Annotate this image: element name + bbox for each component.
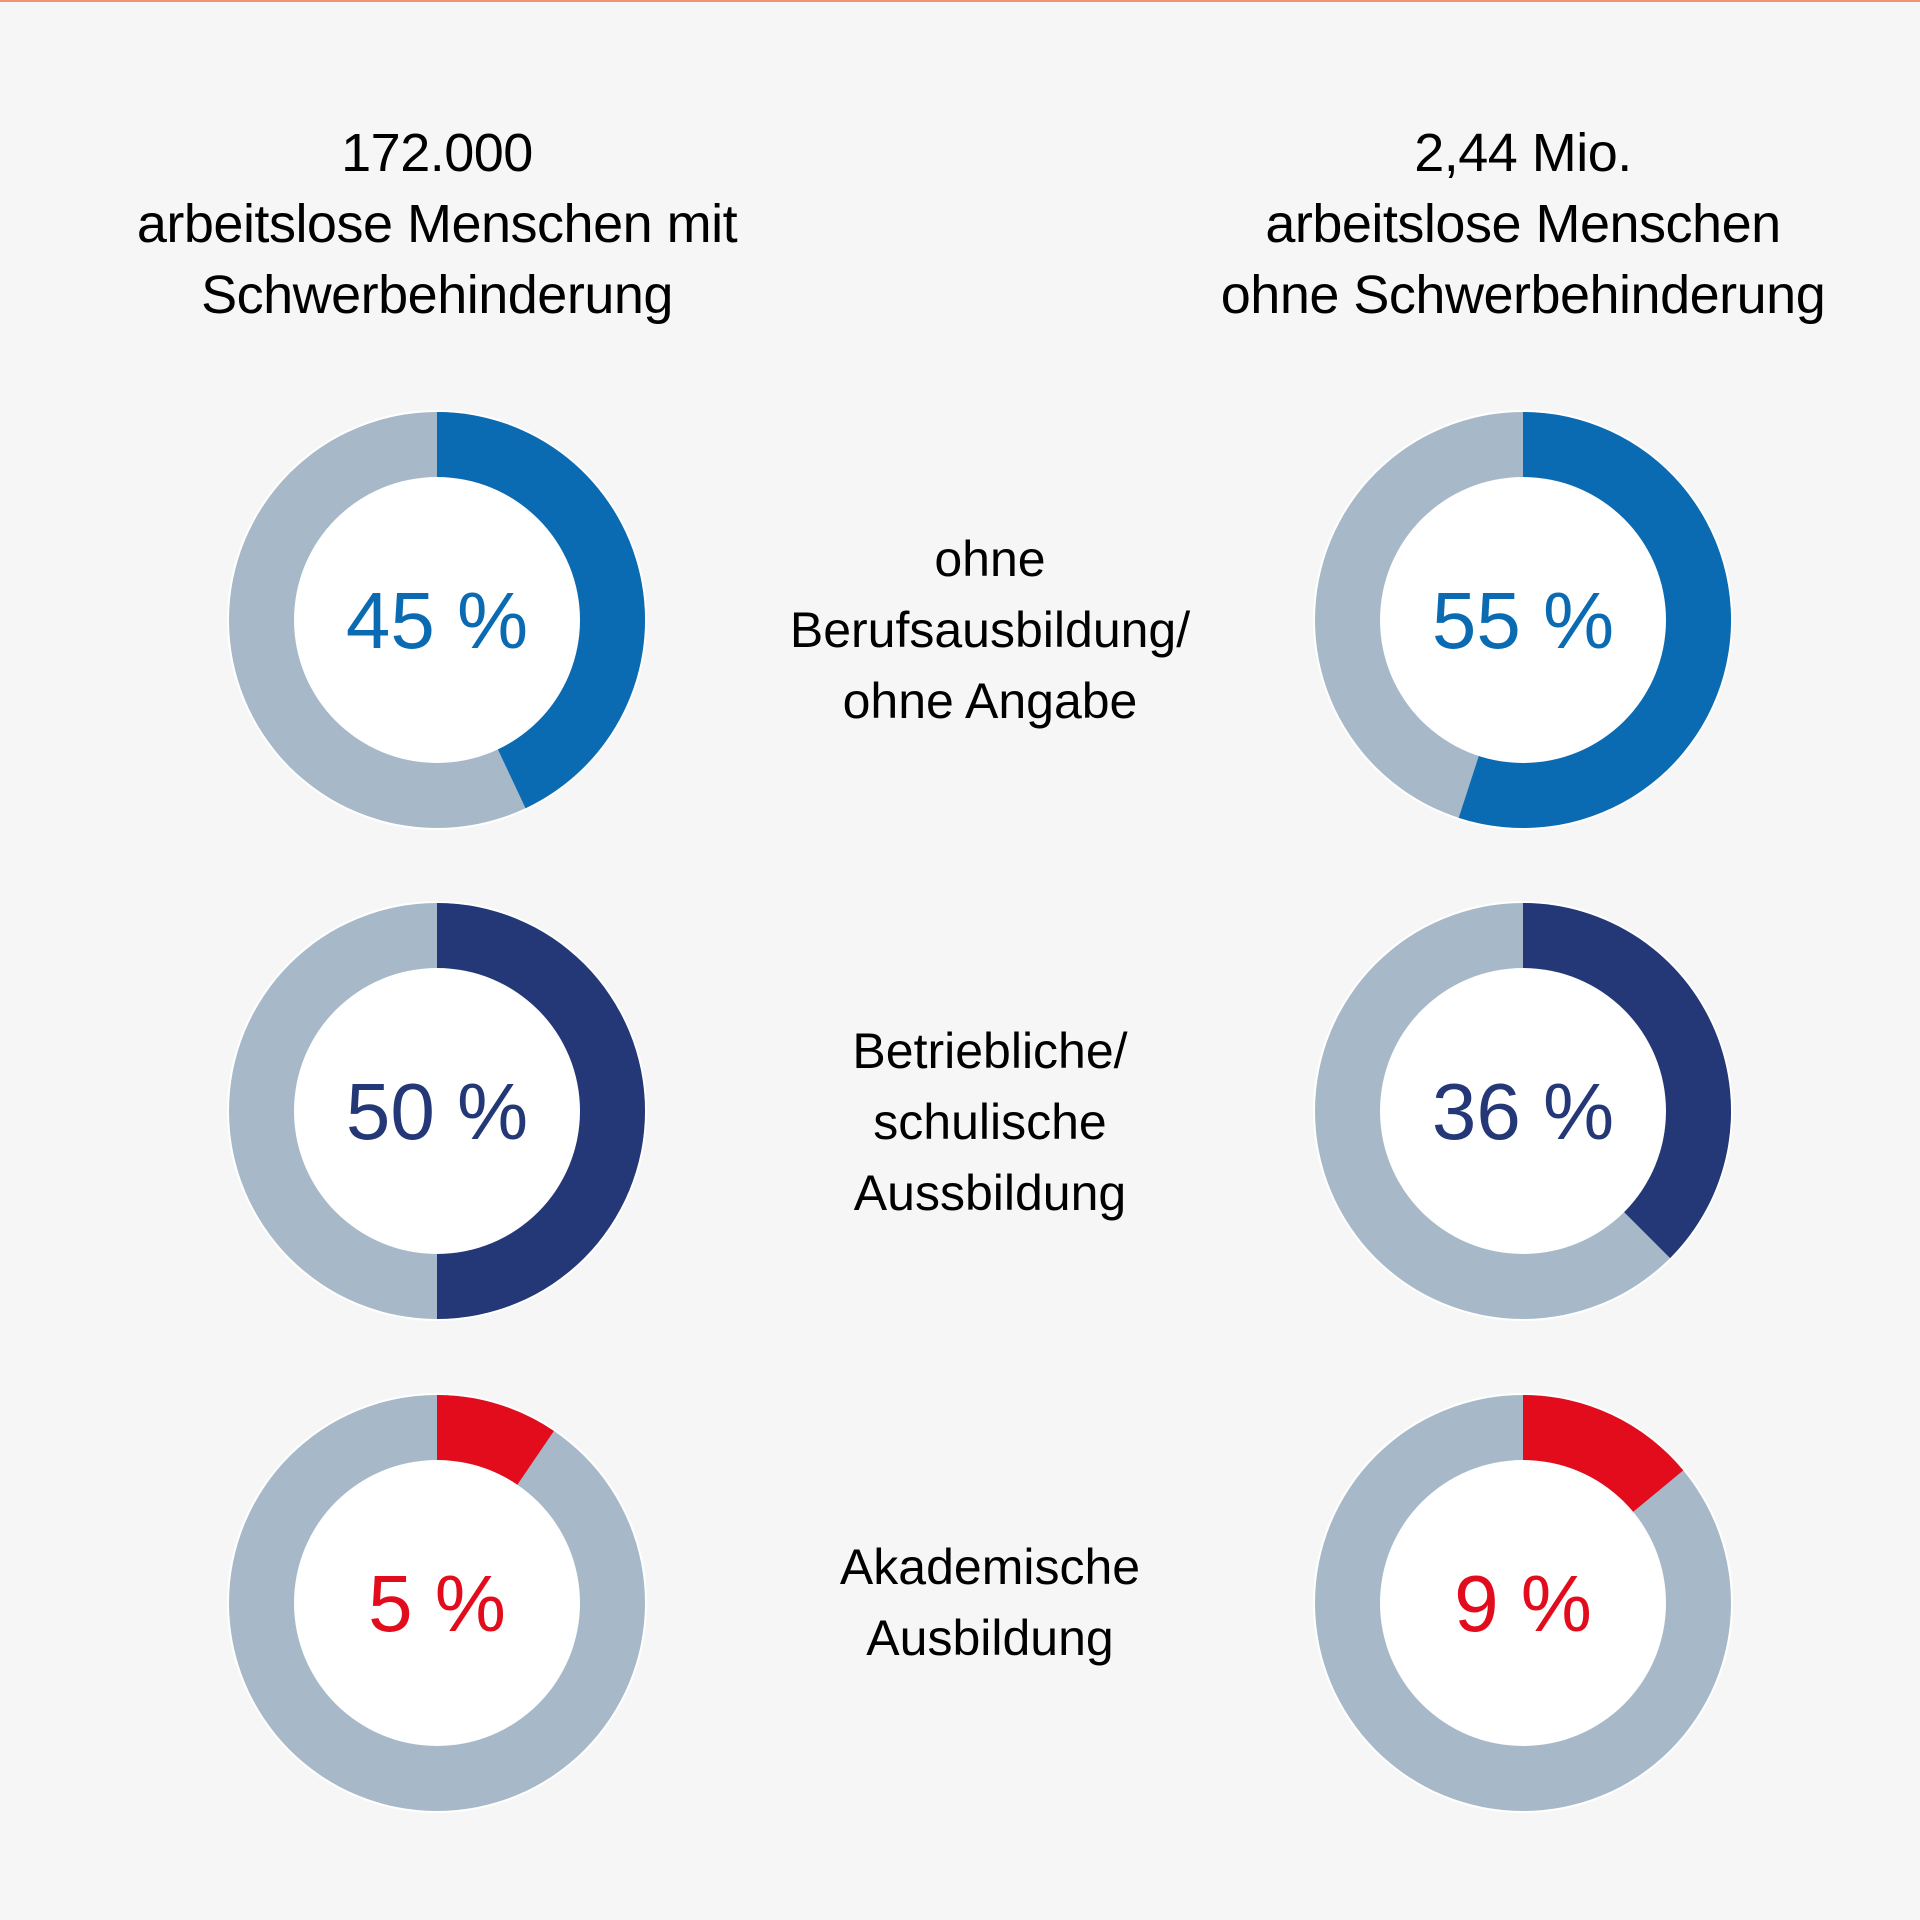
donut-hole — [1380, 1460, 1666, 1746]
category-label-no-training: ohne Berufsausbildung/ ohne Angabe — [690, 524, 1290, 737]
category-label-line: ohne — [934, 531, 1046, 587]
top-accent-rule — [0, 0, 1920, 2]
donut-hole — [294, 1460, 580, 1746]
donut-hole — [1380, 477, 1666, 763]
category-label-vocational-training: Betriebliche/ schulische Aussbildung — [690, 1016, 1290, 1229]
donut-percent-label: 55 % — [1432, 576, 1614, 665]
column-title-line: 172.000 — [341, 123, 533, 183]
donut-with-disability-academic-training: 5 % — [227, 1393, 647, 1813]
category-label-line: Akademische — [839, 1539, 1141, 1595]
column-title-without-disability: 2,44 Mio. arbeitslose Menschen ohne Schw… — [1133, 118, 1913, 331]
donut-percent-label: 50 % — [346, 1067, 528, 1156]
donut-without-disability-academic-training: 9 % — [1313, 1393, 1733, 1813]
donut-percent-label: 5 % — [368, 1559, 506, 1648]
donut-percent-label: 36 % — [1432, 1067, 1614, 1156]
donut-hole — [1380, 968, 1666, 1254]
column-title-line: ohne Schwerbehinderung — [1220, 265, 1826, 325]
column-title-line: Schwerbehinderung — [201, 265, 673, 325]
donut-without-disability-vocational-training: 36 % — [1313, 901, 1733, 1321]
category-label-line: Betriebliche/ — [852, 1023, 1128, 1079]
donut-without-disability-no-training: 55 % — [1313, 410, 1733, 830]
category-label-line: Berufsausbildung/ — [789, 602, 1191, 658]
donut-with-disability-no-training: 45 % — [227, 410, 647, 830]
category-label-academic-training: Akademische Ausbildung — [690, 1532, 1290, 1674]
donut-hole — [294, 477, 580, 763]
donut-percent-label: 45 % — [346, 576, 528, 665]
category-label-line: Ausbildung — [866, 1610, 1114, 1666]
donut-percent-label: 9 % — [1454, 1559, 1592, 1648]
column-title-line: arbeitslose Menschen — [1265, 194, 1781, 254]
donut-hole — [294, 968, 580, 1254]
column-title-with-disability: 172.000 arbeitslose Menschen mit Schwerb… — [47, 118, 827, 331]
donut-with-disability-vocational-training: 50 % — [227, 901, 647, 1321]
column-title-line: 2,44 Mio. — [1414, 123, 1632, 183]
category-label-line: schulische — [873, 1094, 1107, 1150]
column-title-line: arbeitslose Menschen mit — [136, 194, 738, 254]
category-label-line: Aussbildung — [853, 1165, 1127, 1221]
category-label-line: ohne Angabe — [842, 673, 1138, 729]
